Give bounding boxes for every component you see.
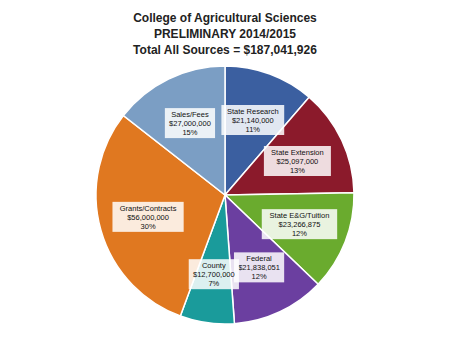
svg-text:Federal$21,838,05112%: Federal$21,838,05112% — [238, 254, 280, 281]
html-text:PRELIMINARY 2014/2015: PRELIMINARY 2014/2015 — [154, 27, 296, 41]
svg-text:State Research$21,140,00011%: State Research$21,140,00011% — [227, 107, 279, 134]
svg-text:County$12,700,0007%: County$12,700,0007% — [193, 261, 235, 288]
html-text:Total All Sources = $187,041,9: Total All Sources = $187,041,926 — [133, 43, 317, 57]
svg-text:Sales/Fees$27,000,00015%: Sales/Fees$27,000,00015% — [169, 110, 211, 137]
svg-text:State E&G/Tuition$23,266,87512: State E&G/Tuition$23,266,87512% — [270, 211, 330, 238]
svg-text:State Extension$25,097,00013%: State Extension$25,097,00013% — [271, 147, 324, 174]
html-text:College of Agricultural Scienc: College of Agricultural Sciences — [133, 11, 317, 25]
svg-text:Grants/Contracts$56,000,00030%: Grants/Contracts$56,000,00030% — [120, 203, 177, 230]
